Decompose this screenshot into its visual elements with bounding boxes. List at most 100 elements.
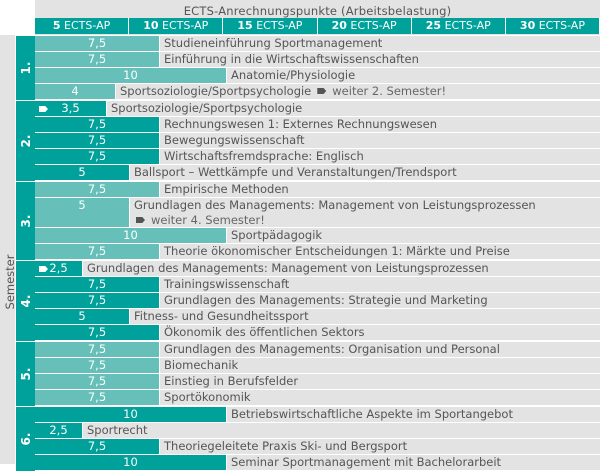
ects-value: 7,5 <box>87 182 107 196</box>
ects-value: 7,5 <box>87 36 107 50</box>
course-title: Sportpädagogik <box>227 228 322 243</box>
course-row: 7,5 Theorie ökonomischer Entscheidungen 1… <box>35 244 600 260</box>
course-row: 7,5 Bewegungswissenschaft <box>35 133 600 149</box>
ects-bar: 10 <box>35 455 227 470</box>
column-number: 25 <box>425 19 442 32</box>
column-number: 20 <box>331 19 347 32</box>
semester-label: 1. <box>16 36 35 100</box>
course-title: Sportökonomik <box>160 390 251 405</box>
ects-value: 4 <box>71 84 79 98</box>
course-row: 7,5 Einführung in die Wirtschaftswissensc… <box>35 52 600 68</box>
course-title: Theoriegeleitete Praxis Ski- und Bergspo… <box>160 439 407 454</box>
course-row: 7,5 Biomechanik <box>35 358 600 374</box>
ects-bar: 7,5 <box>35 52 160 67</box>
ects-bar: 10 <box>35 228 227 243</box>
ects-value: 7,5 <box>87 439 107 453</box>
course-name: Biomechanik <box>164 358 239 372</box>
course-name: Theorie ökonomischer Entscheidungen 1: M… <box>164 244 510 258</box>
ects-bar: 10 <box>35 407 227 422</box>
course-title: Fitness- und Gesundheitssport <box>130 309 309 324</box>
ects-value: 7,5 <box>87 390 107 404</box>
ects-value: 5 <box>78 198 86 212</box>
ects-value: 2,5 <box>49 423 68 437</box>
course-row: 3,5 Sportsoziologie/Sportpsychologie <box>35 101 600 117</box>
ects-bar: 5 <box>35 309 130 324</box>
ects-bar: 7,5 <box>35 117 160 132</box>
course-name: Empirische Methoden <box>164 182 289 196</box>
semester-number: 6. <box>18 432 33 446</box>
course-name: Fitness- und Gesundheitssport <box>134 309 309 323</box>
ects-value: 7,5 <box>87 293 107 307</box>
ects-value: 7,5 <box>87 117 107 131</box>
ects-bar: 7,5 <box>35 358 160 373</box>
course-title: Grundlagen des Managements: Management v… <box>83 261 489 276</box>
ects-bar: 7,5 <box>35 390 160 405</box>
course-title: Seminar Sportmanagement mit Bachelorarbe… <box>227 455 501 470</box>
ects-value: 5 <box>78 309 86 323</box>
ects-value: 7,5 <box>87 342 107 356</box>
course-title: Ballsport – Wettkämpfe und Veranstaltung… <box>130 165 457 180</box>
course-title: Trainingswissenschaft <box>160 277 289 292</box>
ects-scale: 5 ECTS-AP 10 ECTS-AP 15 ECTS-AP 20 ECTS-AP 2… <box>35 18 600 34</box>
ects-bar: 7,5 <box>35 325 160 340</box>
course-row: 5 Ballsport – Wettkämpfe und Veranstaltun… <box>35 165 600 181</box>
ects-bar: 4 <box>35 84 116 99</box>
column-unit: ECTS-AP <box>64 19 111 32</box>
ects-bar: 7,5 <box>35 277 160 292</box>
course-title: Grundlagen des Managements: Strategie un… <box>160 293 488 308</box>
ects-value: 3,5 <box>61 101 80 115</box>
course-row: 5 Fitness- und Gesundheitssport <box>35 309 600 325</box>
course-row: 2,5 Sportrecht <box>35 423 600 439</box>
column-number: 30 <box>519 19 536 32</box>
course-title: Wirtschaftsfremdsprache: Englisch <box>160 149 364 164</box>
ects-value: 2,5 <box>49 261 68 275</box>
course-name: Betriebswirtschaftliche Aspekte im Sport… <box>231 407 513 421</box>
course-list: 7,5 Grundlagen des Managements: Organisat… <box>35 342 600 406</box>
ects-bar: 2,5 <box>35 261 83 276</box>
semester-number: 5. <box>18 367 33 381</box>
semester-5: 5. 7,5 Grundlagen des Managements: Organis… <box>16 341 600 406</box>
course-name: Trainingswissenschaft <box>164 277 290 291</box>
course-list: 7,5 Empirische Methoden 5 Grundlagen des Ma… <box>35 182 600 260</box>
semester-number: 4. <box>18 294 33 308</box>
continuation-note: weiter 2. Semester! <box>332 84 447 98</box>
course-title: Theorie ökonomischer Entscheidungen 1: M… <box>160 244 510 259</box>
ects-bar: 7,5 <box>35 182 160 197</box>
course-name: Theoriegeleitete Praxis Ski- und Bergspo… <box>164 439 408 453</box>
column-number: 10 <box>143 19 159 32</box>
course-name: Sportrecht <box>87 423 148 437</box>
ects-bar: 7,5 <box>35 133 160 148</box>
semester-1: 1. 7,5 Studieneinführung Sportmanagement 7,… <box>16 35 600 100</box>
semester-number: 2. <box>18 134 33 148</box>
ects-bar: 7,5 <box>35 36 160 51</box>
course-title: Rechnungswesen 1: Externes Rechnungswese… <box>160 117 437 132</box>
ects-header: ECTS-Anrechnungspunkte (Arbeitsbelastung… <box>35 0 600 35</box>
ects-value: 10 <box>123 407 138 421</box>
ects-value: 7,5 <box>87 149 107 163</box>
ects-column-20: 20 ECTS-AP <box>317 18 412 34</box>
semester-2: 2. 3,5 Sportsoziologie/Sportpsychologie 7,5… <box>16 100 600 181</box>
semester-label: 5. <box>16 342 35 406</box>
course-list: 3,5 Sportsoziologie/Sportpsychologie 7,5 Re… <box>35 101 600 181</box>
column-unit: ECTS-AP <box>538 19 585 32</box>
column-unit: ECTS-AP <box>162 19 209 32</box>
course-title: Betriebswirtschaftliche Aspekte im Sport… <box>227 407 513 422</box>
course-name: Anatomie/Physiologie <box>231 68 356 82</box>
course-list: 10 Betriebswirtschaftliche Aspekte im Spo… <box>35 407 600 471</box>
course-row: 7,5 Grundlagen des Managements: Organisat… <box>35 342 600 358</box>
column-number: 5 <box>52 19 61 32</box>
ects-bar: 5 <box>35 165 130 180</box>
course-row: 2,5 Grundlagen des Managements: Managemen… <box>35 261 600 277</box>
continued-arrow-icon <box>39 106 48 112</box>
ects-value: 7,5 <box>87 358 107 372</box>
course-row: 7,5 Rechnungswesen 1: Externes Rechnungsw… <box>35 117 600 133</box>
course-row: 7,5 Ökonomik des öffentlichen Sektors <box>35 325 600 341</box>
ects-value: 7,5 <box>87 277 107 291</box>
semester-3: 3. 7,5 Empirische Methoden 5 Grundlagen des … <box>16 181 600 260</box>
course-title: Bewegungswissenschaft <box>160 133 305 148</box>
course-row: 7,5 Empirische Methoden <box>35 182 600 198</box>
ects-bar: 7,5 <box>35 244 160 259</box>
ects-value: 10 <box>123 228 138 242</box>
course-name: Einstieg in Berufsfelder <box>164 374 299 388</box>
ects-column-25: 25 ECTS-AP <box>411 18 506 34</box>
